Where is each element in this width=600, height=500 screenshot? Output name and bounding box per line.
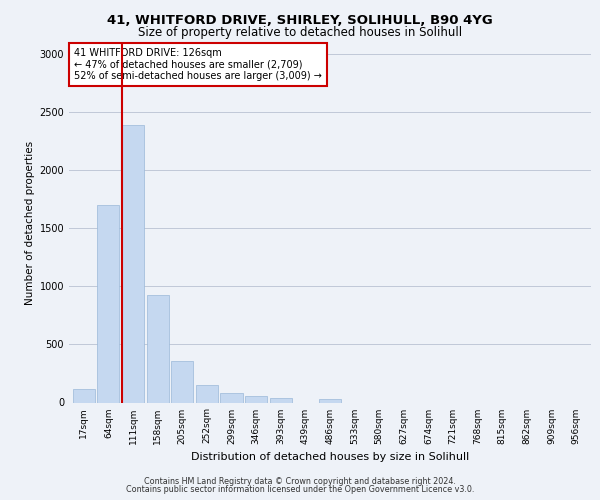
Text: Contains HM Land Registry data © Crown copyright and database right 2024.: Contains HM Land Registry data © Crown c… xyxy=(144,477,456,486)
Text: Size of property relative to detached houses in Solihull: Size of property relative to detached ho… xyxy=(138,26,462,39)
Bar xyxy=(196,384,218,402)
Bar xyxy=(171,360,193,403)
Bar xyxy=(97,205,119,402)
Y-axis label: Number of detached properties: Number of detached properties xyxy=(25,140,35,304)
Bar xyxy=(73,388,95,402)
Bar xyxy=(220,393,242,402)
Text: Contains public sector information licensed under the Open Government Licence v3: Contains public sector information licen… xyxy=(126,485,474,494)
Bar xyxy=(319,399,341,402)
Bar xyxy=(146,294,169,403)
Text: 41 WHITFORD DRIVE: 126sqm
← 47% of detached houses are smaller (2,709)
52% of se: 41 WHITFORD DRIVE: 126sqm ← 47% of detac… xyxy=(74,48,322,81)
Text: 41, WHITFORD DRIVE, SHIRLEY, SOLIHULL, B90 4YG: 41, WHITFORD DRIVE, SHIRLEY, SOLIHULL, B… xyxy=(107,14,493,27)
Bar xyxy=(245,396,267,402)
Bar xyxy=(122,125,144,402)
X-axis label: Distribution of detached houses by size in Solihull: Distribution of detached houses by size … xyxy=(191,452,469,462)
Bar xyxy=(269,398,292,402)
